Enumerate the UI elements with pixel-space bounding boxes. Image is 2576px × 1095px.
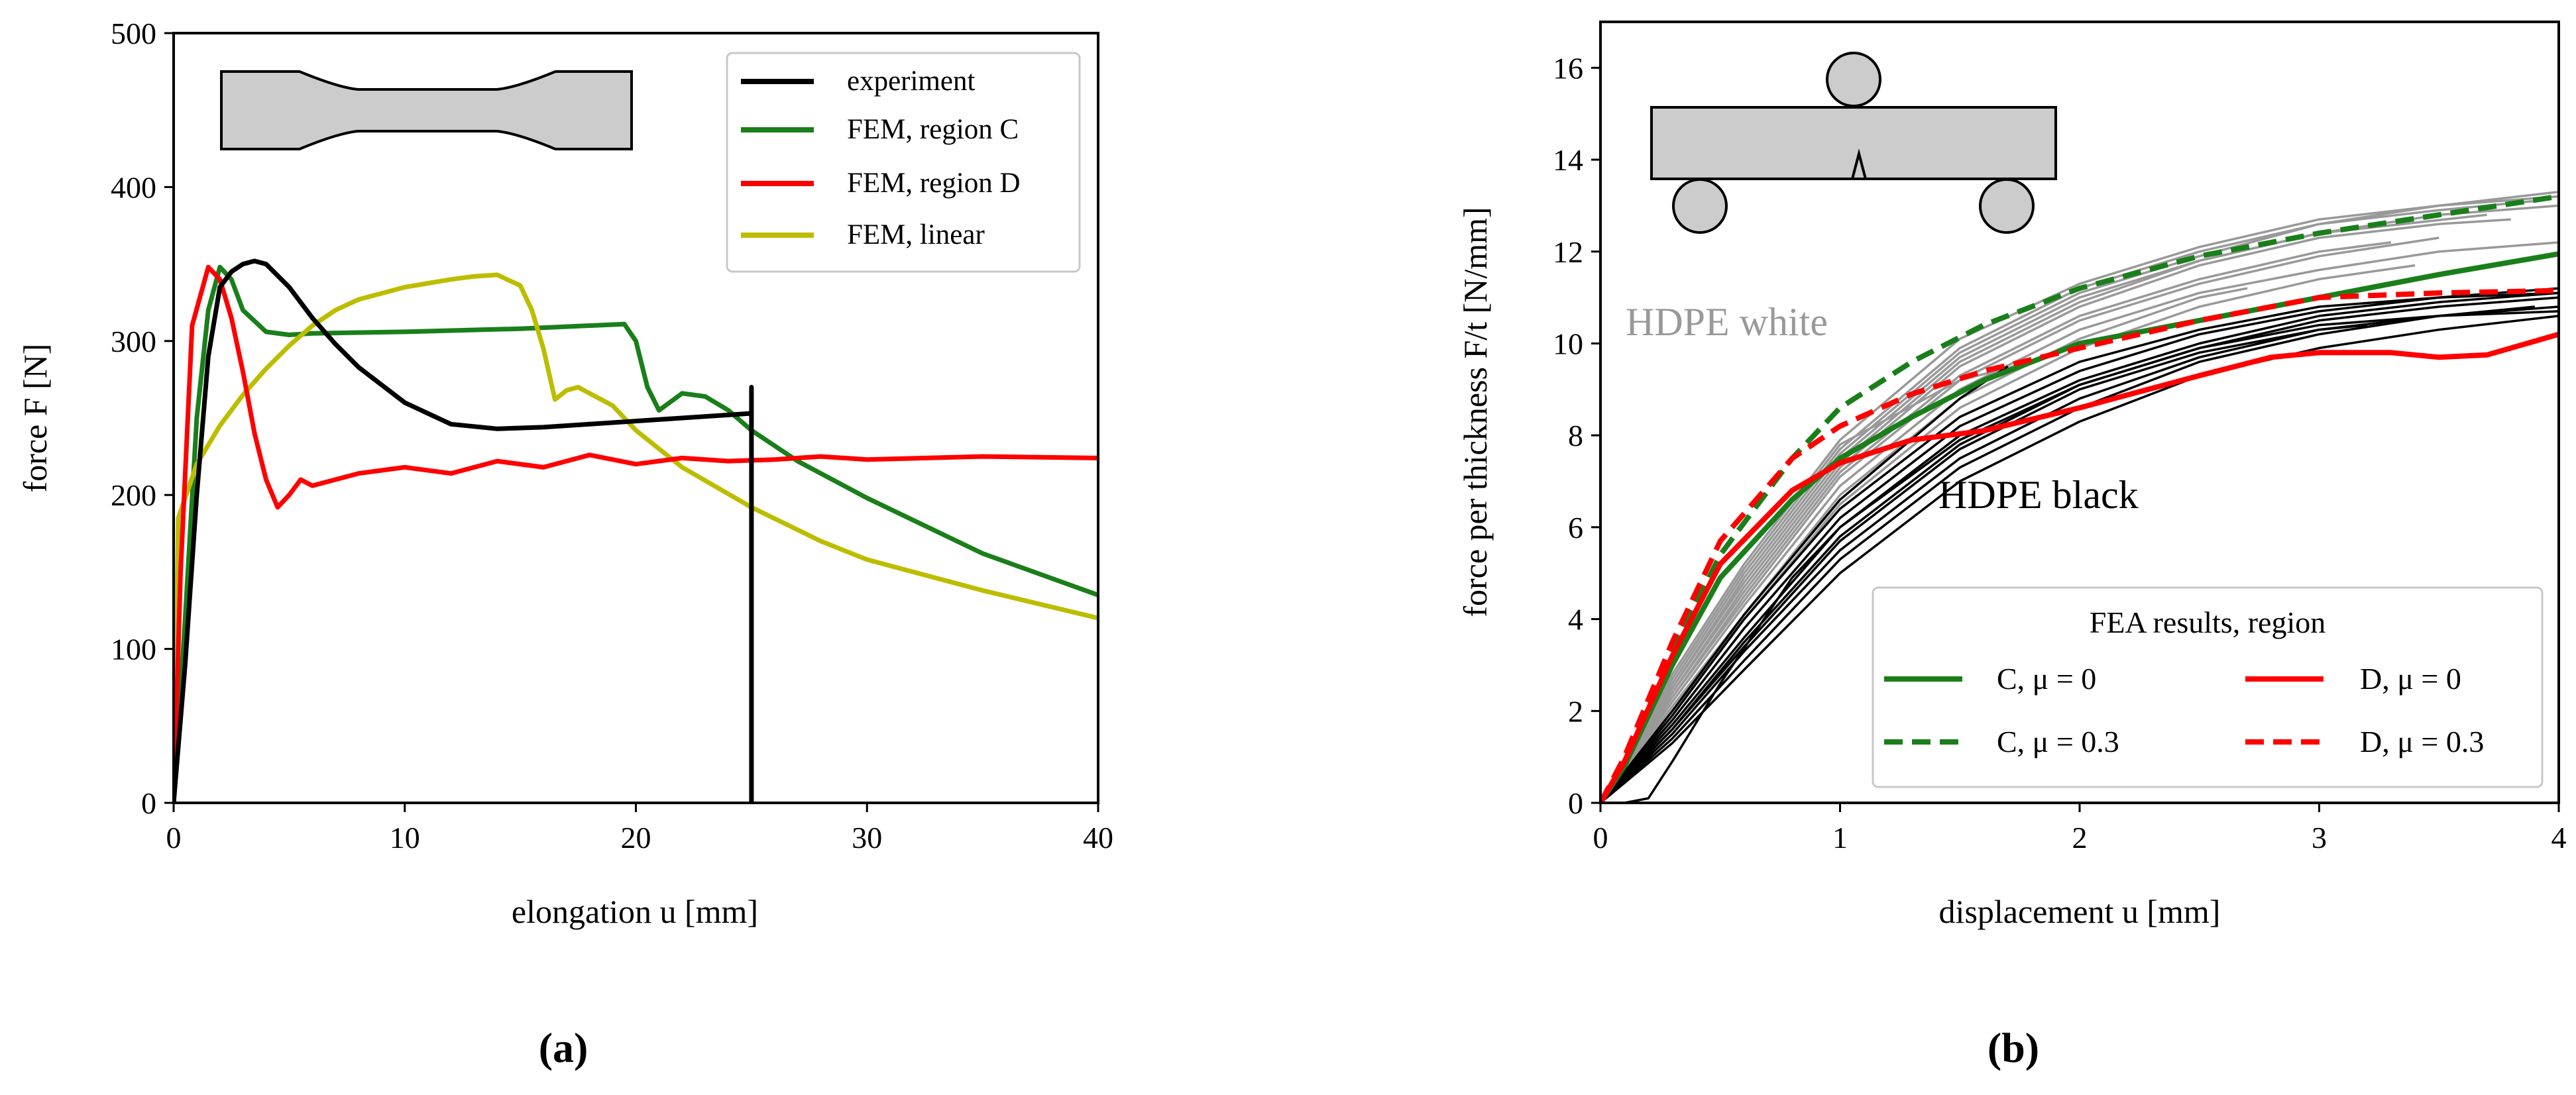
chart-a-ytick-label: 400 [111, 170, 156, 204]
experiment-curve-black [1600, 365, 2009, 803]
tensile-specimen-inset [220, 70, 633, 150]
experiment-curve-black [1600, 287, 2559, 803]
chart-a-ytick-label: 300 [111, 325, 156, 358]
chart-b-xtick-label: 0 [1593, 821, 1608, 855]
chart-b-xtick-label: 4 [2551, 821, 2567, 855]
chart-a-xtick-label: 30 [852, 821, 882, 855]
experiment-curve-white [1600, 236, 2439, 803]
chart-a-xtick-label: 20 [621, 821, 651, 855]
chart-a-ylabel: force F [N] [17, 344, 54, 493]
experiment-curve-black [1600, 296, 2559, 803]
experiment-curve-white [1600, 199, 2535, 803]
chart-b-ytick-label: 10 [1553, 327, 1583, 360]
chart-a-xtick-label: 40 [1083, 821, 1113, 855]
chart-a-ytick-label: 0 [141, 786, 156, 820]
chart-a-xtick-label: 10 [390, 821, 420, 855]
experiment-curve-black [1600, 315, 2559, 803]
chart-a-ytick-label: 100 [111, 633, 156, 666]
chart-a-ytick-label: 500 [111, 17, 156, 50]
label-hdpe-black: HDPE black [1938, 473, 2139, 517]
legend-label-d-mu-0: D, μ = 0 [2360, 662, 2461, 696]
legend-label-d-mu-0.3: D, μ = 0.3 [2360, 725, 2484, 758]
panel-label-a: (a) [539, 1024, 588, 1071]
chart-a-xtick-label: 0 [166, 821, 182, 855]
legend-label-fem-linear: FEM, linear [847, 219, 985, 250]
experiment-curve-black [1600, 291, 2559, 803]
experiment-curve-black [1600, 305, 2535, 803]
panel-label-b: (b) [1988, 1024, 2039, 1071]
chart-b-ytick-label: 0 [1568, 786, 1583, 820]
fea-curve-2 [1600, 331, 2559, 803]
chart-b-xtick-label: 2 [2072, 821, 2088, 855]
chart-b-xtick-label: 1 [1832, 821, 1848, 855]
chart-b-ytick-label: 12 [1553, 235, 1583, 269]
chart-a-legend: experiment FEM, region C FEM, region D F… [726, 52, 1081, 273]
chart-b-ylabel: force per thickness F/t [N/mm] [1457, 207, 1494, 617]
fea-curve-3 [1600, 287, 2559, 803]
legend-label-experiment: experiment [847, 66, 975, 97]
legend-label-fem-region-c: FEM, region C [847, 114, 1019, 145]
legend-label-c-mu-0.3: C, μ = 0.3 [1997, 725, 2119, 758]
series-fem-linear [174, 272, 1098, 803]
fea-results [1600, 193, 2559, 803]
chart-b-ytick-label: 6 [1568, 511, 1583, 545]
experiment-curve-white [1600, 287, 2248, 803]
experiment-curve-white [1600, 218, 2511, 803]
chart-b-ytick-label: 16 [1553, 51, 1583, 85]
chart-b-legend: FEA results, region C, μ = 0 C, μ = 0.3 … [1872, 586, 2544, 788]
chart-b-xlabel: displacement u [mm] [1939, 893, 2221, 930]
experiment-curve-black [1600, 291, 2559, 803]
chart-b-ytick-label: 8 [1568, 419, 1583, 452]
label-hdpe-white: HDPE white [1626, 300, 1828, 344]
chart-a-series [174, 258, 1098, 803]
hdpe-black-experiments [1600, 287, 2559, 803]
bending-specimen-inset [1650, 52, 2057, 234]
chart-b-xtick-label: 3 [2312, 821, 2327, 855]
chart-a-ytick-label: 200 [111, 478, 156, 512]
legend-label-c-mu-0: C, μ = 0 [1997, 662, 2096, 696]
experiment-curve-white [1600, 213, 2487, 803]
legend-title: FEA results, region [2090, 605, 2325, 639]
series-fem-region-c [174, 264, 1098, 803]
experiment-curve-black [1600, 305, 2559, 803]
chart-b-ytick-label: 2 [1568, 694, 1583, 728]
chart-b-ytick-label: 4 [1568, 603, 1583, 637]
chart-a-xlabel: elongation u [mm] [512, 893, 758, 930]
experiment-curve-black [1600, 323, 2367, 803]
chart-b-ytick-label: 14 [1553, 143, 1583, 177]
series-experiment [174, 258, 754, 803]
experiment-curve-white [1600, 190, 2559, 803]
experiment-curve-white [1600, 241, 2559, 803]
legend-label-fem-region-d: FEM, region D [847, 168, 1021, 199]
